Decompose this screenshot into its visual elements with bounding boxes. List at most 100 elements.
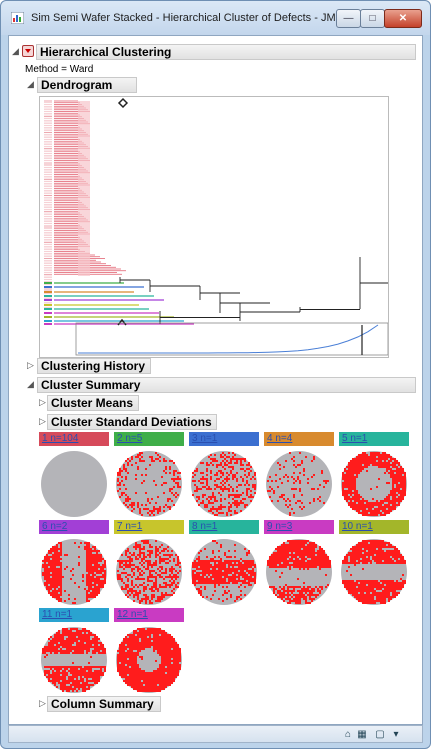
cluster-tile-label[interactable]: 12 n=1	[114, 608, 184, 622]
defect-dot	[44, 674, 46, 676]
cluster-tile[interactable]: 6 n=2	[39, 520, 111, 608]
wafer-map	[116, 539, 182, 605]
defect-dot	[131, 654, 133, 656]
cluster-tile[interactable]: 4 n=4	[264, 432, 336, 520]
defect-dot	[82, 674, 84, 676]
close-button[interactable]: ✕	[384, 9, 422, 28]
maximize-button[interactable]: □	[360, 9, 385, 28]
summary-collapse-icon[interactable]: ◢	[27, 379, 34, 389]
cluster-tile-label[interactable]: 2 n=5	[114, 432, 184, 446]
defect-dot	[214, 508, 216, 510]
cluster-tile-label[interactable]: 8 n=1	[189, 520, 259, 534]
defect-dot	[392, 502, 394, 504]
defect-dot	[46, 566, 48, 568]
cluster-tile[interactable]: 9 n=3	[264, 520, 336, 608]
hierarchical-clustering-header[interactable]: Hierarchical Clustering	[36, 44, 416, 60]
cluster-summary-header[interactable]: Cluster Summary	[37, 377, 416, 393]
dendrogram-plot[interactable]	[39, 96, 389, 358]
defect-dot	[348, 474, 350, 476]
cluster-tile-label[interactable]: 11 n=1	[39, 608, 109, 622]
defect-dot	[94, 546, 96, 548]
cluster-tile-label[interactable]: 4 n=4	[264, 432, 334, 446]
defect-dot	[303, 468, 305, 470]
defect-dot	[206, 468, 208, 470]
defect-dot	[119, 646, 121, 648]
defect-dot	[80, 686, 82, 688]
cluster-tile[interactable]: 5 n=1	[339, 432, 411, 520]
defect-dot	[354, 490, 356, 492]
dendrogram-collapse-icon[interactable]: ◢	[27, 79, 34, 89]
defect-dot	[295, 596, 297, 598]
clustering-history-header[interactable]: Clustering History	[37, 358, 151, 374]
defect-dot	[167, 584, 169, 586]
cluster-tile[interactable]: 10 n=1	[339, 520, 411, 608]
defect-dot	[86, 648, 88, 650]
minimize-button[interactable]: —	[336, 9, 361, 28]
defect-dot	[283, 476, 285, 478]
defect-dot	[52, 594, 54, 596]
defect-dot	[354, 488, 356, 490]
cluster-tile-label[interactable]: 7 n=1	[114, 520, 184, 534]
cluster-tile-label[interactable]: 9 n=3	[264, 520, 334, 534]
column-summary-header[interactable]: Column Summary	[47, 696, 161, 712]
cluster-tile-label[interactable]: 3 n=1	[189, 432, 259, 446]
defect-dot	[133, 672, 135, 674]
defect-dot	[165, 504, 167, 506]
defect-dot	[159, 688, 161, 690]
cluster-std-header[interactable]: Cluster Standard Deviations	[47, 414, 217, 430]
defect-dot	[80, 684, 82, 686]
defect-dot	[137, 506, 139, 508]
cluster-tile[interactable]: 8 n=1	[189, 520, 261, 608]
defect-dot	[155, 550, 157, 552]
defect-dot	[350, 580, 352, 582]
defect-dot	[303, 548, 305, 550]
defect-dot	[90, 566, 92, 568]
defect-dot	[127, 652, 129, 654]
cluster-tile-label[interactable]: 1 n=104	[39, 432, 109, 446]
cluster-tile[interactable]: 3 n=1	[189, 432, 261, 520]
defect-dot	[145, 690, 147, 692]
defect-dot	[384, 472, 386, 474]
cluster-tile[interactable]: 11 n=1	[39, 608, 111, 696]
defect-dot	[352, 496, 354, 498]
defect-dot	[100, 672, 102, 674]
dendrogram-header[interactable]: Dendrogram	[37, 77, 137, 93]
panel-icon[interactable]: ▢	[375, 729, 385, 740]
cluster-tile-label[interactable]: 5 n=1	[339, 432, 409, 446]
defect-dot	[313, 458, 315, 460]
defect-dot	[216, 582, 218, 584]
defect-dot	[165, 584, 167, 586]
defect-dot	[56, 594, 58, 596]
cluster-tile-label[interactable]: 6 n=2	[39, 520, 109, 534]
dropdown-icon[interactable]: ▾	[393, 729, 399, 740]
collapse-triangle-icon[interactable]: ◢	[12, 46, 19, 56]
defect-dot	[368, 552, 370, 554]
defect-dot	[236, 496, 238, 498]
cluster-tile[interactable]: 12 n=1	[114, 608, 186, 696]
defect-dot	[392, 550, 394, 552]
defect-dot	[350, 506, 352, 508]
red-triangle-menu-icon[interactable]	[22, 45, 34, 57]
defect-dot	[139, 670, 141, 672]
cluster-tile-label[interactable]: 10 n=1	[339, 520, 409, 534]
std-expand-icon[interactable]: ▷	[39, 416, 46, 426]
defect-dot	[161, 568, 163, 570]
means-expand-icon[interactable]: ▷	[39, 397, 46, 407]
history-expand-icon[interactable]: ▷	[27, 360, 34, 370]
defect-dot	[212, 512, 214, 514]
defect-dot	[352, 462, 354, 464]
grid-icon[interactable]: ▦	[357, 729, 367, 740]
defect-dot	[376, 584, 378, 586]
home-icon[interactable]: ⌂	[344, 729, 352, 740]
defect-dot	[94, 670, 96, 672]
cluster-tile[interactable]: 7 n=1	[114, 520, 186, 608]
defect-dot	[133, 686, 135, 688]
defect-dot	[66, 644, 68, 646]
cluster-tile[interactable]: 1 n=104	[39, 432, 111, 520]
title-bar[interactable]: Sim Semi Wafer Stacked - Hierarchical Cl…	[1, 1, 430, 35]
dendrogram-cluster-marker	[44, 312, 52, 314]
cluster-tile[interactable]: 2 n=5	[114, 432, 186, 520]
column-summary-expand-icon[interactable]: ▷	[39, 698, 46, 708]
defect-dot	[54, 650, 56, 652]
cluster-means-header[interactable]: Cluster Means	[47, 395, 139, 411]
